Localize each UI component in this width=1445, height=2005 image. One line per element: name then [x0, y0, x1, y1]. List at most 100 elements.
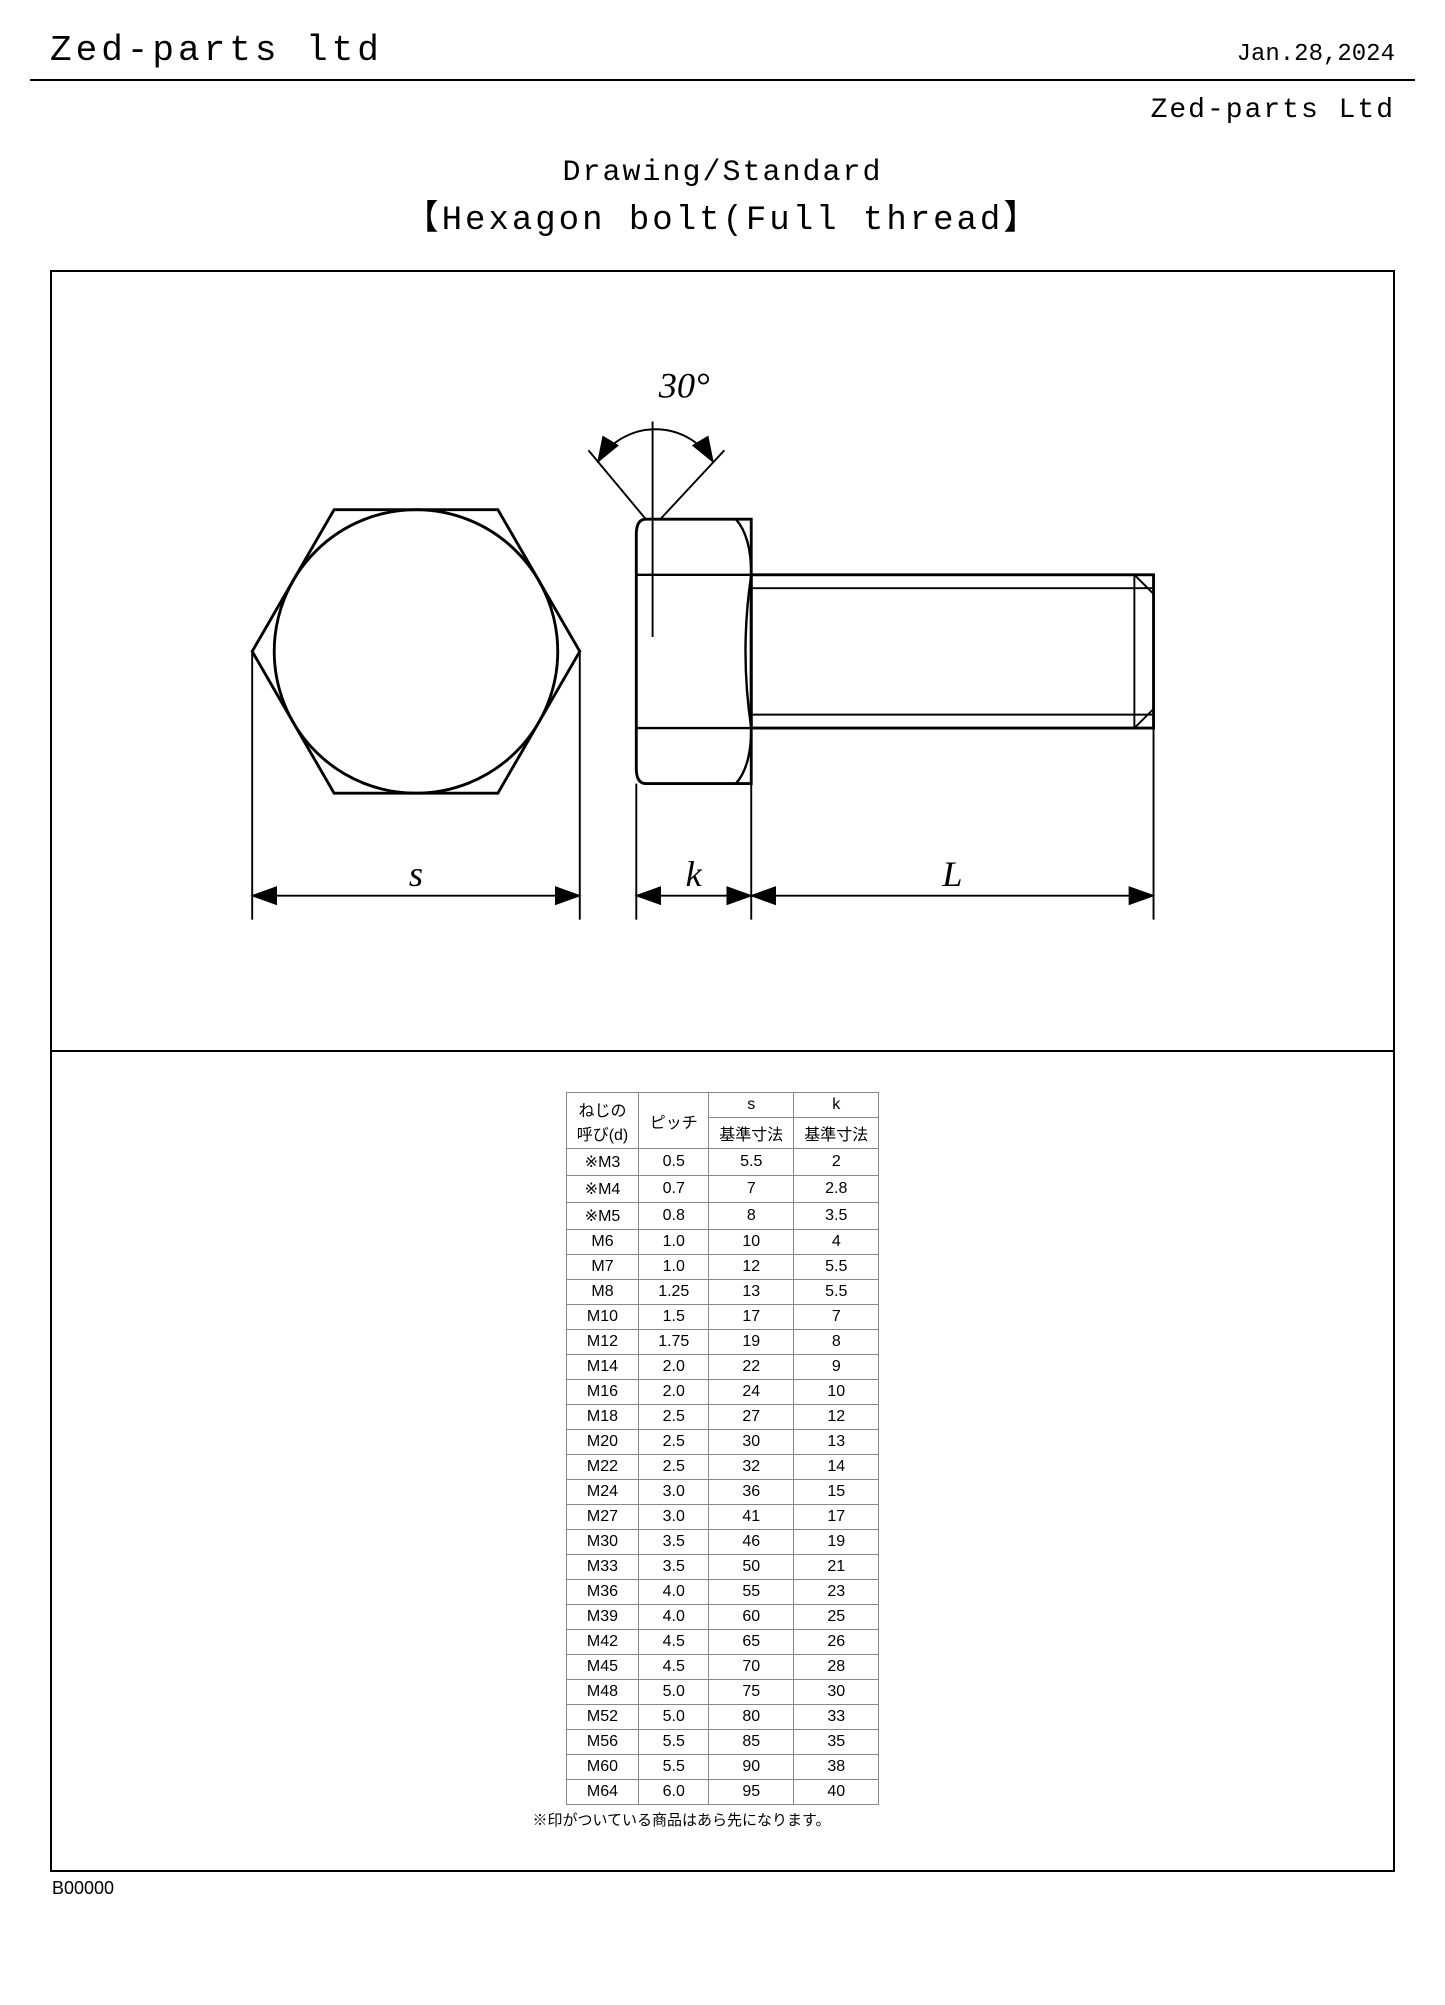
dim-L-label: L [941, 854, 962, 894]
content-frame: s [50, 270, 1395, 1872]
table-cell: 27 [709, 1405, 794, 1430]
table-row: M485.07530 [566, 1680, 879, 1705]
table-cell: M45 [566, 1655, 639, 1680]
table-cell: 7 [794, 1305, 879, 1330]
table-cell: 4.5 [639, 1630, 709, 1655]
table-cell: 1.0 [639, 1255, 709, 1280]
table-cell: 15 [794, 1480, 879, 1505]
table-cell: 2.0 [639, 1355, 709, 1380]
table-cell: 40 [794, 1780, 879, 1805]
table-cell: 12 [794, 1405, 879, 1430]
table-row: M646.09540 [566, 1780, 879, 1805]
technical-drawing: s [52, 272, 1393, 1052]
table-cell: 85 [709, 1730, 794, 1755]
table-cell: 75 [709, 1680, 794, 1705]
table-row: M182.52712 [566, 1405, 879, 1430]
table-cell: M52 [566, 1705, 639, 1730]
table-cell: 35 [794, 1730, 879, 1755]
table-footnote: ※印がついている商品はあら先になります。 [533, 1809, 913, 1830]
spec-table: ねじの 呼び(d) ピッチ s k 基準寸法 基準寸法 ※M30.55.52※M… [566, 1092, 880, 1805]
table-cell: 4.0 [639, 1580, 709, 1605]
table-cell: 50 [709, 1555, 794, 1580]
table-cell: 33 [794, 1705, 879, 1730]
angle-label: 30° [658, 366, 710, 406]
table-cell: 30 [794, 1680, 879, 1705]
table-cell: 3.5 [639, 1555, 709, 1580]
title-line-1: Drawing/Standard [30, 156, 1415, 190]
table-row: M101.5177 [566, 1305, 879, 1330]
table-cell: 24 [709, 1380, 794, 1405]
table-row: M364.05523 [566, 1580, 879, 1605]
table-row: M121.75198 [566, 1330, 879, 1355]
table-cell: 80 [709, 1705, 794, 1730]
table-row: M605.59038 [566, 1755, 879, 1780]
table-cell: 12 [709, 1255, 794, 1280]
table-row: M424.56526 [566, 1630, 879, 1655]
table-cell: M24 [566, 1480, 639, 1505]
table-cell: 3.0 [639, 1505, 709, 1530]
table-cell: 55 [709, 1580, 794, 1605]
table-cell: 5.0 [639, 1705, 709, 1730]
table-cell: 10 [794, 1380, 879, 1405]
table-cell: 2.5 [639, 1405, 709, 1430]
table-row: M222.53214 [566, 1455, 879, 1480]
table-cell: M7 [566, 1255, 639, 1280]
table-cell: 38 [794, 1755, 879, 1780]
table-cell: 8 [709, 1203, 794, 1230]
table-cell: M18 [566, 1405, 639, 1430]
table-cell: 17 [709, 1305, 794, 1330]
table-row: M202.53013 [566, 1430, 879, 1455]
table-cell: M60 [566, 1755, 639, 1780]
th-k-sub: 基準寸法 [794, 1118, 879, 1149]
table-cell: 14 [794, 1455, 879, 1480]
table-cell: 60 [709, 1605, 794, 1630]
table-cell: M22 [566, 1455, 639, 1480]
table-cell: 8 [794, 1330, 879, 1355]
table-row: ※M40.772.8 [566, 1176, 879, 1203]
table-cell: M16 [566, 1380, 639, 1405]
table-row: M81.25135.5 [566, 1280, 879, 1305]
table-cell: 5.5 [794, 1255, 879, 1280]
table-cell: 13 [709, 1280, 794, 1305]
table-cell: 2.5 [639, 1430, 709, 1455]
table-cell: M42 [566, 1630, 639, 1655]
table-cell: ※M5 [566, 1203, 639, 1230]
table-cell: 30 [709, 1430, 794, 1455]
table-row: M565.58535 [566, 1730, 879, 1755]
table-cell: 23 [794, 1580, 879, 1605]
table-cell: 9 [794, 1355, 879, 1380]
table-cell: M10 [566, 1305, 639, 1330]
table-cell: 2 [794, 1149, 879, 1176]
table-cell: 1.25 [639, 1280, 709, 1305]
table-cell: 3.5 [639, 1530, 709, 1555]
table-cell: M20 [566, 1430, 639, 1455]
table-cell: 2.5 [639, 1455, 709, 1480]
table-cell: M30 [566, 1530, 639, 1555]
table-row: M454.57028 [566, 1655, 879, 1680]
table-cell: 17 [794, 1505, 879, 1530]
table-row: M333.55021 [566, 1555, 879, 1580]
table-row: M61.0104 [566, 1230, 879, 1255]
table-cell: 6.0 [639, 1780, 709, 1805]
table-cell: 2.0 [639, 1380, 709, 1405]
table-cell: 21 [794, 1555, 879, 1580]
table-cell: 70 [709, 1655, 794, 1680]
table-cell: 32 [709, 1455, 794, 1480]
table-row: M273.04117 [566, 1505, 879, 1530]
table-row: M243.03615 [566, 1480, 879, 1505]
table-cell: 4 [794, 1230, 879, 1255]
table-cell: 46 [709, 1530, 794, 1555]
table-cell: 10 [709, 1230, 794, 1255]
table-cell: M6 [566, 1230, 639, 1255]
table-row: M142.0229 [566, 1355, 879, 1380]
table-cell: 5.0 [639, 1680, 709, 1705]
company-name-top: Zed-parts ltd [50, 30, 383, 71]
table-cell: 5.5 [709, 1149, 794, 1176]
table-row: M394.06025 [566, 1605, 879, 1630]
page-header: Zed-parts ltd Jan.28,2024 [30, 30, 1415, 81]
table-cell: M64 [566, 1780, 639, 1805]
dim-s-label: s [409, 854, 423, 894]
document-date: Jan.28,2024 [1237, 41, 1395, 68]
table-cell: 5.5 [794, 1280, 879, 1305]
th-pitch: ピッチ [639, 1093, 709, 1149]
